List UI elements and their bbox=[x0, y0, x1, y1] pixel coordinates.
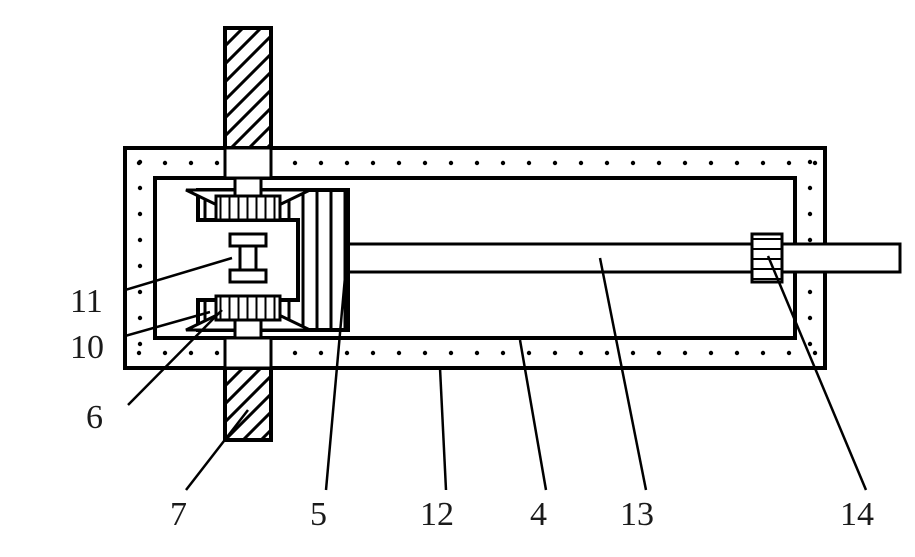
callout-10: 10 bbox=[70, 329, 104, 366]
pinion bbox=[240, 246, 256, 270]
rod bbox=[345, 244, 900, 272]
callout-5: 5 bbox=[310, 496, 327, 533]
callout-7: 7 bbox=[170, 496, 187, 533]
mechanical-diagram: 4 5 6 7 10 11 12 13 14 bbox=[0, 0, 915, 557]
callout-12: 12 bbox=[420, 496, 454, 533]
callout-6: 6 bbox=[86, 399, 103, 436]
callout-11: 11 bbox=[70, 283, 103, 320]
callout-4: 4 bbox=[530, 496, 547, 533]
callout-14: 14 bbox=[840, 496, 874, 533]
callout-13: 13 bbox=[620, 496, 654, 533]
